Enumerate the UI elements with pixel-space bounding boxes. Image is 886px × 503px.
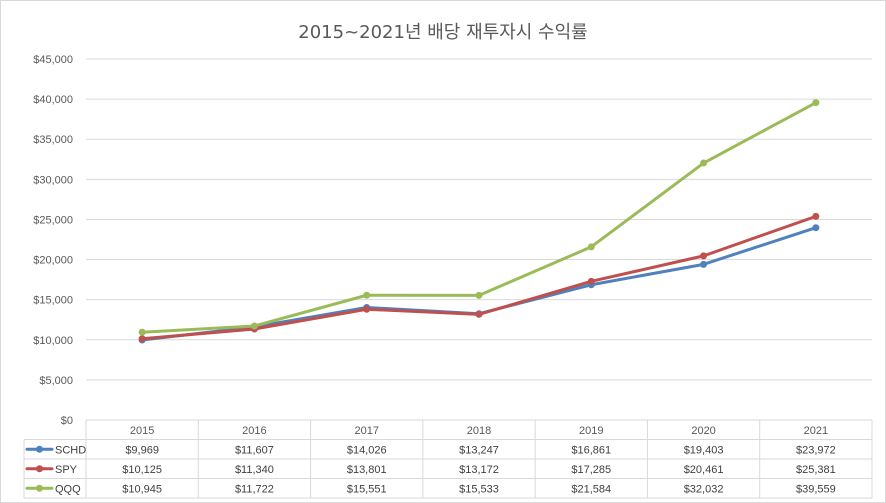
table-cell-value: $14,026 bbox=[347, 444, 387, 456]
y-tick-label: $45,000 bbox=[33, 54, 73, 66]
table-cell-value: $10,945 bbox=[122, 483, 162, 495]
data-point bbox=[812, 212, 820, 220]
table-cell-value: $32,032 bbox=[684, 483, 724, 495]
legend-key-marker bbox=[36, 465, 43, 473]
legend-series-name: QQQ bbox=[55, 483, 81, 495]
legend-series-name: SPY bbox=[55, 464, 78, 476]
data-point bbox=[587, 243, 595, 251]
y-tick-label: $10,000 bbox=[33, 335, 73, 347]
table-cell-value: $19,403 bbox=[684, 444, 724, 456]
table-cell-value: $39,559 bbox=[796, 483, 836, 495]
data-point bbox=[363, 291, 371, 299]
data-point bbox=[700, 159, 708, 167]
y-tick-label: $40,000 bbox=[33, 94, 73, 106]
data-point bbox=[812, 99, 820, 107]
y-tick-label: $0 bbox=[61, 415, 73, 427]
table-cell-value: $13,247 bbox=[459, 444, 499, 456]
legend-key-marker bbox=[36, 445, 43, 453]
y-tick-label: $15,000 bbox=[33, 295, 73, 307]
data-point bbox=[587, 277, 595, 285]
data-point bbox=[138, 335, 146, 343]
table-cell-value: $9,969 bbox=[125, 444, 159, 456]
data-point bbox=[138, 328, 146, 336]
table-cell-value: $16,861 bbox=[571, 444, 611, 456]
series-line bbox=[140, 226, 818, 342]
chart-title: 2015~2021년 배당 재투자시 수익률 bbox=[298, 22, 588, 43]
data-point bbox=[475, 291, 483, 299]
table-cell-value: $11,340 bbox=[235, 464, 274, 476]
table-cell-value: $13,172 bbox=[459, 464, 499, 476]
data-point bbox=[700, 260, 708, 268]
x-category-label: 2021 bbox=[804, 425, 828, 437]
table-cell-value: $11,607 bbox=[235, 444, 274, 456]
table-cell-value: $15,533 bbox=[459, 483, 499, 495]
data-point bbox=[700, 252, 708, 260]
x-category-label: 2019 bbox=[579, 425, 603, 437]
table-cell-value: $20,461 bbox=[684, 464, 724, 476]
x-category-label: 2017 bbox=[354, 425, 378, 437]
y-tick-label: $25,000 bbox=[33, 214, 73, 226]
table-cell-value: $23,972 bbox=[796, 444, 836, 456]
x-category-label: 2018 bbox=[467, 425, 491, 437]
x-category-label: 2020 bbox=[691, 425, 715, 437]
table-cell-value: $10,125 bbox=[122, 464, 162, 476]
y-tick-label: $5,000 bbox=[39, 375, 73, 387]
table-cell-value: $17,285 bbox=[571, 464, 611, 476]
table-cell-value: $13,801 bbox=[347, 464, 387, 476]
data-point bbox=[363, 305, 371, 313]
table-cell-value: $21,584 bbox=[571, 483, 611, 495]
legend-series-name: SCHD bbox=[55, 444, 86, 456]
series-line bbox=[140, 214, 818, 341]
x-category-label: 2016 bbox=[242, 425, 266, 437]
legend-key-marker bbox=[36, 484, 43, 492]
y-tick-label: $20,000 bbox=[33, 255, 73, 267]
x-category-label: 2015 bbox=[130, 425, 154, 437]
data-point bbox=[250, 322, 258, 330]
table-cell-value: $15,551 bbox=[347, 483, 387, 495]
table-cell-value: $11,722 bbox=[235, 483, 274, 495]
y-tick-label: $30,000 bbox=[33, 174, 73, 186]
data-point bbox=[812, 224, 820, 232]
table-cell-value: $25,381 bbox=[796, 464, 836, 476]
data-point bbox=[475, 310, 483, 318]
y-tick-label: $35,000 bbox=[33, 134, 73, 146]
